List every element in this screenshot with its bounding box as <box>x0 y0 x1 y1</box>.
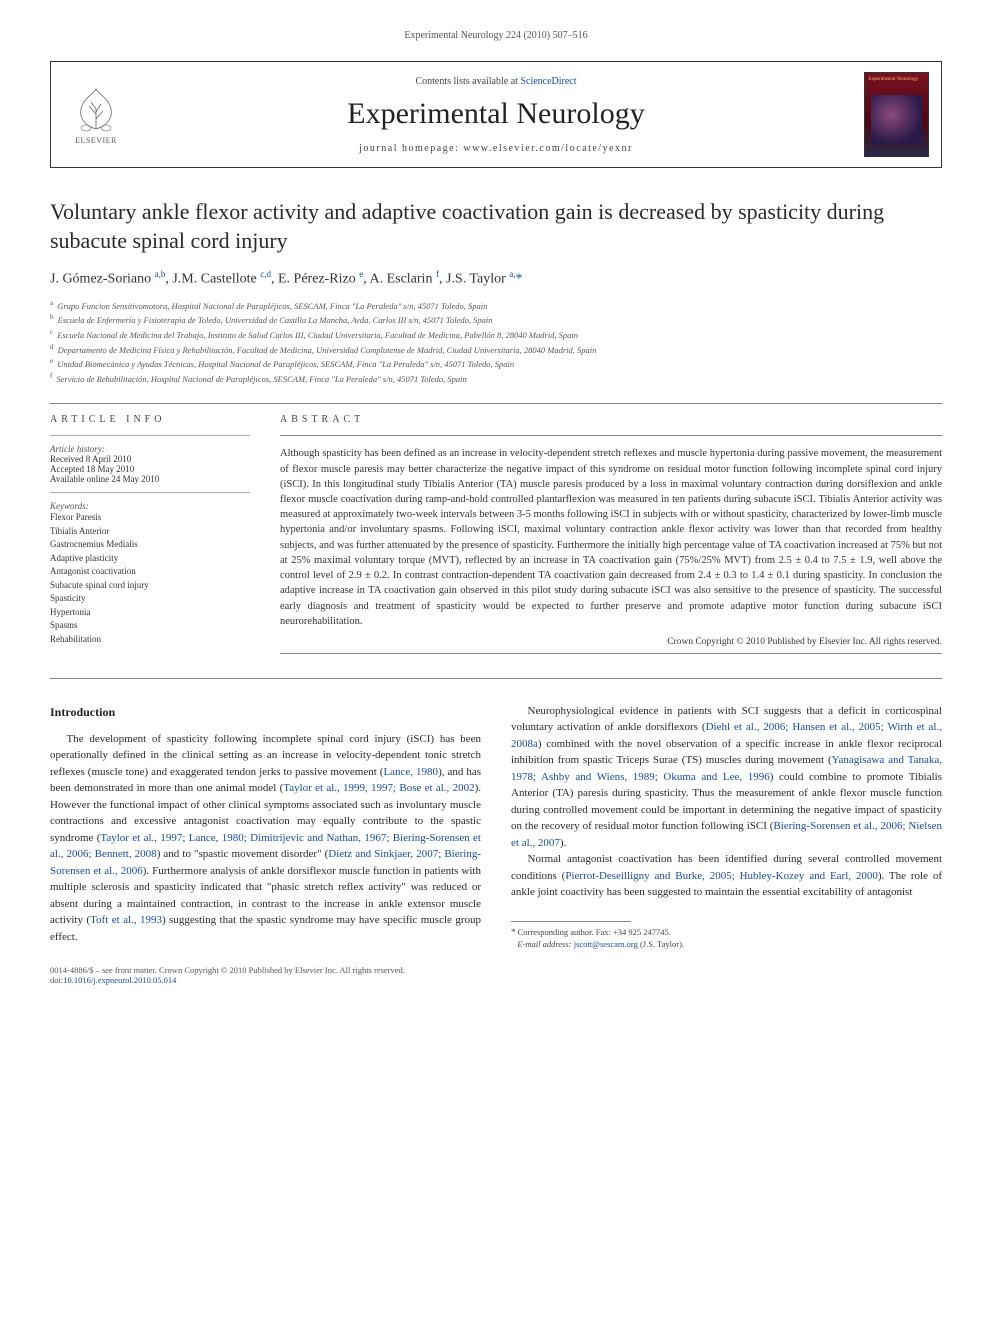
text: ). <box>560 837 566 849</box>
keyword: Hypertonia <box>50 606 250 620</box>
contents-line: Contents lists available at ScienceDirec… <box>151 76 841 87</box>
abstract-text: Although spasticity has been defined as … <box>280 446 942 629</box>
keyword: Gastrocnemius Medialis <box>50 538 250 552</box>
running-head: Experimental Neurology 224 (2010) 507–51… <box>50 30 942 41</box>
journal-cover-thumb: Experimental Neurology <box>864 72 929 157</box>
doi-label: doi: <box>50 975 63 985</box>
article-title: Voluntary ankle flexor activity and adap… <box>50 198 942 255</box>
rule <box>50 403 942 404</box>
accepted-line: Accepted 18 May 2010 <box>50 464 250 474</box>
rule <box>50 492 250 493</box>
citation-link[interactable]: Toft et al., 1993 <box>90 914 162 926</box>
cover-box: Experimental Neurology <box>851 62 941 167</box>
keywords-label: Keywords: <box>50 501 250 511</box>
rule <box>50 435 250 436</box>
keyword: Spasms <box>50 619 250 633</box>
contents-prefix: Contents lists available at <box>415 76 520 87</box>
banner-center: Contents lists available at ScienceDirec… <box>141 62 851 167</box>
journal-name: Experimental Neurology <box>151 97 841 131</box>
rule <box>280 653 942 654</box>
homepage-prefix: journal homepage: <box>359 143 463 154</box>
corr-email-link[interactable]: jscott@sescam.org <box>574 939 638 949</box>
keywords-list: Flexor ParesisTibialis AnteriorGastrocne… <box>50 511 250 646</box>
abstract-label: ABSTRACT <box>280 414 942 425</box>
homepage-url: www.elsevier.com/locate/yexnr <box>463 143 632 154</box>
keyword: Tibialis Anterior <box>50 525 250 539</box>
doi-link[interactable]: 10.1016/j.expneurol.2010.05.014 <box>63 975 176 985</box>
footer: 0014-4886/$ – see front matter. Crown Co… <box>50 965 942 985</box>
keyword: Rehabilitation <box>50 633 250 647</box>
homepage-line: journal homepage: www.elsevier.com/locat… <box>151 143 841 154</box>
affiliations: a Grupo Funcion Sensitivomotora, Hospita… <box>50 298 942 385</box>
star-icon: * <box>511 927 516 937</box>
intro-p2: Neurophysiological evidence in patients … <box>511 703 942 852</box>
intro-p3: Normal antagonist coactivation has been … <box>511 851 942 901</box>
keyword: Subacute spinal cord injury <box>50 579 250 593</box>
footer-copyright: 0014-4886/$ – see front matter. Crown Co… <box>50 965 405 975</box>
abstract-copyright: Crown Copyright © 2010 Published by Else… <box>280 637 942 647</box>
email-who: (J.S. Taylor). <box>638 939 684 949</box>
publisher-name: ELSEVIER <box>75 136 117 145</box>
email-label: E-mail address: <box>517 939 571 949</box>
publisher-logo-box: ELSEVIER <box>51 62 141 167</box>
meta-row: ARTICLE INFO Article history: Received 8… <box>50 414 942 664</box>
article-info: ARTICLE INFO Article history: Received 8… <box>50 414 250 664</box>
intro-p1: The development of spasticity following … <box>50 731 481 946</box>
tree-icon <box>71 84 121 134</box>
online-line: Available online 24 May 2010 <box>50 474 250 484</box>
author-list: J. Gómez-Soriano a,b, J.M. Castellote c,… <box>50 269 942 288</box>
abstract-block: ABSTRACT Although spasticity has been de… <box>280 414 942 664</box>
corresponding-footnote: * Corresponding author. Fax: +34 925 247… <box>511 926 942 951</box>
received-line: Received 8 April 2010 <box>50 454 250 464</box>
rule <box>280 435 942 436</box>
citation-link[interactable]: Pierrot-Deseilligny and Burke, 2005; Hub… <box>565 870 878 882</box>
body-columns: Introduction The development of spastici… <box>50 703 942 951</box>
sciencedirect-link[interactable]: ScienceDirect <box>520 76 576 87</box>
keyword: Spasticity <box>50 592 250 606</box>
keyword: Adaptive plasticity <box>50 552 250 566</box>
article-info-label: ARTICLE INFO <box>50 414 250 425</box>
cover-image-icon <box>871 95 922 144</box>
corr-text: Corresponding author. Fax: +34 925 24774… <box>518 927 671 937</box>
rule <box>50 678 942 679</box>
citation-link[interactable]: Taylor et al., 1999, 1997; Bose et al., … <box>283 782 474 794</box>
keyword: Flexor Paresis <box>50 511 250 525</box>
footnote-rule <box>511 921 631 922</box>
text: ) and to "spastic movement disorder" ( <box>157 848 329 860</box>
citation-link[interactable]: Lance, 1980 <box>383 766 438 778</box>
cover-title: Experimental Neurology <box>869 77 924 83</box>
journal-banner: ELSEVIER Contents lists available at Sci… <box>50 61 942 168</box>
elsevier-logo: ELSEVIER <box>66 80 126 150</box>
history-label: Article history: <box>50 444 250 454</box>
keyword: Antagonist coactivation <box>50 565 250 579</box>
intro-heading: Introduction <box>50 703 481 721</box>
